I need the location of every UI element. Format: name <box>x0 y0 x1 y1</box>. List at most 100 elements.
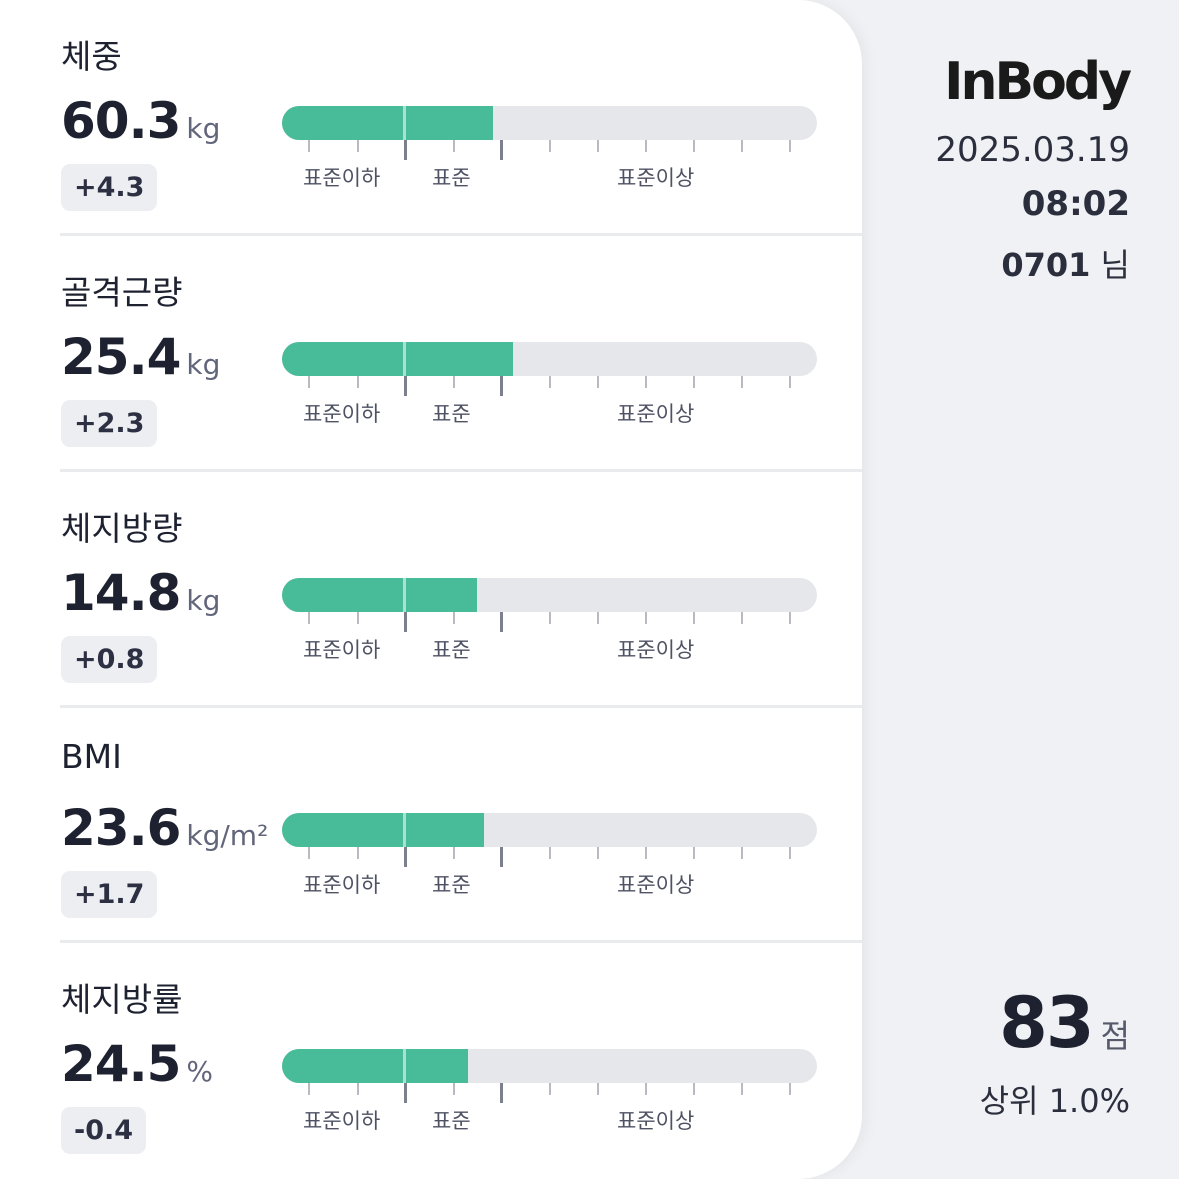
tick <box>789 847 791 859</box>
metric-label: 체지방량 <box>61 509 183 548</box>
major-tick <box>500 847 503 867</box>
metric-skeletal-muscle[interactable]: 골격근량 25.4 kg +2.3 표준이하 표준 표준이상 <box>0 236 862 472</box>
user-id-value: 0701 <box>1001 246 1091 284</box>
major-tick <box>404 847 407 867</box>
tick <box>357 376 359 388</box>
tick <box>357 1083 359 1095</box>
tick <box>789 376 791 388</box>
range-bar-fill <box>282 1049 469 1083</box>
tick <box>597 376 599 388</box>
tick <box>549 1083 551 1095</box>
inbody-logo: InBody <box>944 52 1132 112</box>
range-bar <box>282 1049 817 1083</box>
tick <box>549 612 551 624</box>
metric-bmi[interactable]: BMI 23.6 kg/m² +1.7 표준이하 표준 표준이상 <box>0 707 862 943</box>
scale-label-standard: 표준 <box>432 638 471 662</box>
tick <box>789 140 791 152</box>
tick <box>693 376 695 388</box>
tick <box>645 376 647 388</box>
user-id: 0701 님 <box>1001 240 1130 286</box>
metric-value-row: 60.3 kg <box>61 92 220 150</box>
metric-value-row: 14.8 kg <box>61 564 220 622</box>
scale-label-below: 표준이하 <box>303 166 381 190</box>
tick <box>453 847 455 859</box>
tick <box>741 140 743 152</box>
metric-unit: kg/m² <box>186 819 269 852</box>
row-divider <box>60 233 862 236</box>
metric-value-row: 24.5% <box>61 1035 213 1093</box>
range-bar <box>282 106 817 140</box>
major-tick <box>500 612 503 632</box>
tick <box>645 847 647 859</box>
scale-label-below: 표준이하 <box>303 638 381 662</box>
delta-badge: -0.4 <box>61 1107 147 1154</box>
scale-label-above: 표준이상 <box>617 166 695 190</box>
scale-label-below: 표준이하 <box>303 1109 381 1133</box>
score-rank: 상위 1.0% <box>979 1082 1130 1120</box>
delta-badge: +1.7 <box>61 871 158 918</box>
metric-label: BMI <box>61 737 122 776</box>
tick <box>645 140 647 152</box>
tick <box>357 612 359 624</box>
delta-badge: +0.8 <box>61 636 158 683</box>
score-unit: 점 <box>1100 1017 1130 1055</box>
major-tick <box>404 376 407 396</box>
scale-label-standard: 표준 <box>432 166 471 190</box>
major-tick <box>404 140 407 160</box>
tick <box>741 612 743 624</box>
range-bar-divider <box>403 813 406 847</box>
measurement-time: 08:02 <box>1021 184 1130 224</box>
tick <box>453 376 455 388</box>
tick <box>741 1083 743 1095</box>
metric-value: 25.4 <box>61 328 181 386</box>
tick <box>597 847 599 859</box>
tick <box>549 847 551 859</box>
tick <box>693 140 695 152</box>
major-tick <box>404 612 407 632</box>
scale-label-above: 표준이상 <box>617 638 695 662</box>
tick <box>308 140 310 152</box>
metric-unit: % <box>186 1055 213 1088</box>
tick <box>453 1083 455 1095</box>
metric-body-fat-mass[interactable]: 체지방량 14.8 kg +0.8 표준이하 표준 표준이상 <box>0 472 862 708</box>
metric-unit: kg <box>186 112 221 145</box>
delta-badge: +2.3 <box>61 400 158 447</box>
user-suffix: 님 <box>1100 246 1130 284</box>
tick <box>693 1083 695 1095</box>
tick <box>308 847 310 859</box>
scale-label-standard: 표준 <box>432 1109 471 1133</box>
metric-body-fat-percent[interactable]: 체지방률 24.5% -0.4 표준이하 표준 표준이상 <box>0 943 862 1179</box>
metric-value: 23.6 <box>61 799 181 857</box>
tick <box>597 140 599 152</box>
tick <box>308 376 310 388</box>
major-tick <box>500 376 503 396</box>
tick <box>741 847 743 859</box>
range-bar-fill <box>282 813 484 847</box>
metric-value-row: 23.6 kg/m² <box>61 799 268 857</box>
metric-label: 체지방률 <box>61 980 183 1019</box>
range-bar-divider <box>403 1049 406 1083</box>
tick <box>789 612 791 624</box>
range-bar-divider <box>403 578 406 612</box>
scale-label-standard: 표준 <box>432 873 471 897</box>
range-bar <box>282 813 817 847</box>
range-bar-fill <box>282 106 494 140</box>
major-tick <box>404 1083 407 1103</box>
scale-label-above: 표준이상 <box>617 1109 695 1133</box>
metric-weight[interactable]: 체중 60.3 kg +4.3 표준이하 표준 표준이상 <box>0 0 862 236</box>
tick <box>597 1083 599 1095</box>
tick <box>308 612 310 624</box>
tick <box>597 612 599 624</box>
range-bar-fill <box>282 578 478 612</box>
metric-value-row: 25.4 kg <box>61 328 220 386</box>
measurement-date: 2025.03.19 <box>935 130 1130 170</box>
metric-value: 24.5 <box>61 1035 181 1093</box>
tick <box>453 140 455 152</box>
tick <box>645 612 647 624</box>
scale-label-below: 표준이하 <box>303 873 381 897</box>
tick <box>453 612 455 624</box>
metric-value: 60.3 <box>61 92 181 150</box>
tick <box>357 847 359 859</box>
metric-label: 체중 <box>61 37 122 76</box>
tick <box>549 140 551 152</box>
